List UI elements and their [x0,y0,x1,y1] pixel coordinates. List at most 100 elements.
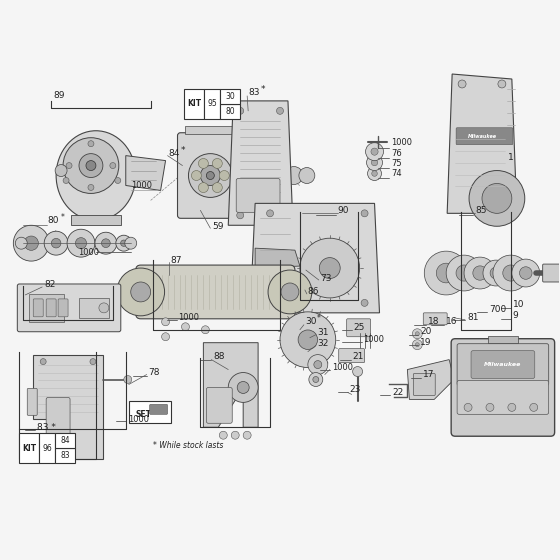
Circle shape [162,333,170,340]
Circle shape [220,171,229,180]
Circle shape [313,376,319,382]
Circle shape [198,158,208,169]
Text: 84: 84 [60,436,70,445]
Circle shape [361,300,368,306]
Circle shape [482,184,512,213]
Bar [19,433,39,463]
Circle shape [280,312,336,367]
Circle shape [486,403,494,412]
Polygon shape [185,126,235,134]
Bar [55,448,75,463]
Circle shape [473,266,487,280]
FancyBboxPatch shape [451,339,554,436]
Text: 19: 19 [421,338,432,347]
FancyBboxPatch shape [543,264,560,282]
Circle shape [300,238,360,298]
Text: 22: 22 [393,388,404,397]
Text: SET: SET [136,410,152,419]
Text: 1000: 1000 [391,138,413,147]
FancyBboxPatch shape [457,344,549,385]
Circle shape [220,431,227,439]
Polygon shape [488,336,518,343]
Circle shape [436,263,456,283]
Circle shape [44,231,68,255]
Polygon shape [126,156,166,190]
Polygon shape [250,203,380,313]
Text: 78: 78 [148,368,160,377]
Circle shape [285,166,303,184]
Circle shape [66,162,72,169]
Text: 82: 82 [44,281,55,290]
Circle shape [198,183,208,193]
Circle shape [24,236,39,250]
Text: *: * [180,146,185,155]
Bar [184,89,204,119]
Circle shape [319,258,340,278]
Ellipse shape [56,130,136,220]
Circle shape [181,323,189,331]
Text: 21: 21 [353,352,364,361]
Circle shape [281,283,299,301]
FancyBboxPatch shape [58,299,68,317]
Circle shape [267,300,273,306]
Text: 89: 89 [53,91,64,100]
Text: 1000: 1000 [332,363,353,372]
Circle shape [86,161,96,171]
Circle shape [120,240,127,246]
Circle shape [67,229,95,257]
Circle shape [508,403,516,412]
Circle shape [258,166,278,185]
Text: 1000: 1000 [130,181,152,190]
Text: Milwaukee: Milwaukee [468,134,497,139]
Circle shape [192,171,202,180]
Text: *: * [317,314,321,323]
Polygon shape [407,360,454,399]
Bar [29,294,64,322]
Circle shape [530,403,538,412]
Circle shape [277,108,283,114]
Circle shape [115,178,121,184]
FancyBboxPatch shape [136,265,295,319]
Bar [220,104,240,119]
Circle shape [130,282,151,302]
Text: 30: 30 [225,92,235,101]
Circle shape [237,381,249,394]
Text: 84: 84 [169,149,180,158]
FancyBboxPatch shape [423,313,447,325]
Circle shape [95,232,117,254]
Text: 1000: 1000 [179,313,199,323]
Circle shape [416,343,419,347]
Circle shape [212,158,222,169]
Bar [39,433,55,463]
Text: 1000: 1000 [78,248,99,256]
Polygon shape [228,101,293,225]
Circle shape [464,403,472,412]
Text: 83: 83 [248,88,260,97]
Circle shape [52,239,61,248]
Text: 87: 87 [171,255,182,264]
Circle shape [231,431,239,439]
Text: *: * [61,213,65,222]
Circle shape [270,165,292,186]
FancyBboxPatch shape [150,404,167,414]
Text: 1000: 1000 [363,335,385,344]
Circle shape [372,171,377,176]
Circle shape [228,372,258,403]
Text: 700: 700 [489,305,506,314]
Text: KIT: KIT [188,99,202,109]
Circle shape [63,138,119,193]
Circle shape [63,178,69,184]
Text: 88: 88 [213,352,225,361]
Bar [129,402,171,423]
Circle shape [498,80,506,88]
Circle shape [76,237,87,249]
Circle shape [353,367,362,376]
Circle shape [367,166,381,180]
Circle shape [309,372,323,386]
FancyBboxPatch shape [27,389,37,416]
Bar [79,298,109,318]
Text: 1: 1 [508,153,514,162]
Bar [220,89,240,104]
FancyBboxPatch shape [347,319,371,337]
Circle shape [15,237,27,249]
